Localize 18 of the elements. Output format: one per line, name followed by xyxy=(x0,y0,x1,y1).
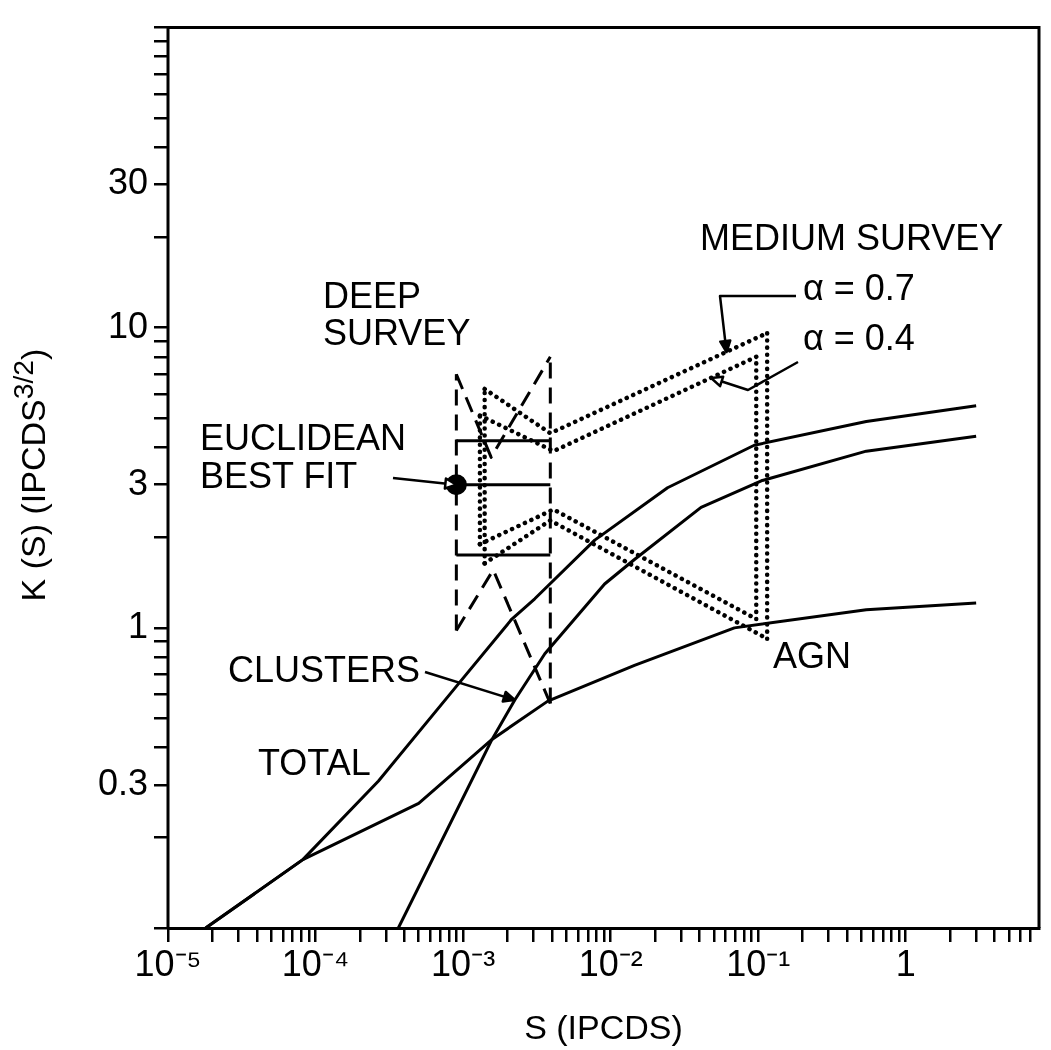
y-tick-label: 1 xyxy=(127,604,148,646)
x-tick-label: 10⁻⁴ xyxy=(281,942,350,984)
x-tick-label: 10⁻¹ xyxy=(726,942,791,984)
x-tick-label: 10⁻⁵ xyxy=(134,942,202,984)
annotation: α = 0.4 xyxy=(803,316,915,358)
x-axis-title: S (IPCDS) xyxy=(524,1007,683,1046)
annotation: CLUSTERS xyxy=(228,648,421,690)
y-tick-label: 30 xyxy=(107,161,148,203)
annotation: α = 0.7 xyxy=(803,266,915,308)
x-tick-label: 10⁻³ xyxy=(431,942,496,984)
annotation: AGN xyxy=(773,634,852,676)
y-tick-label: 3 xyxy=(127,461,148,503)
annotation: TOTAL xyxy=(258,741,371,783)
x-tick-label: 10⁻² xyxy=(578,942,643,984)
annotation: MEDIUM SURVEY xyxy=(700,216,1004,258)
x-tick-label: 1 xyxy=(895,942,916,984)
y-tick-label: 10 xyxy=(107,304,148,346)
y-tick-label: 0.3 xyxy=(97,761,148,803)
